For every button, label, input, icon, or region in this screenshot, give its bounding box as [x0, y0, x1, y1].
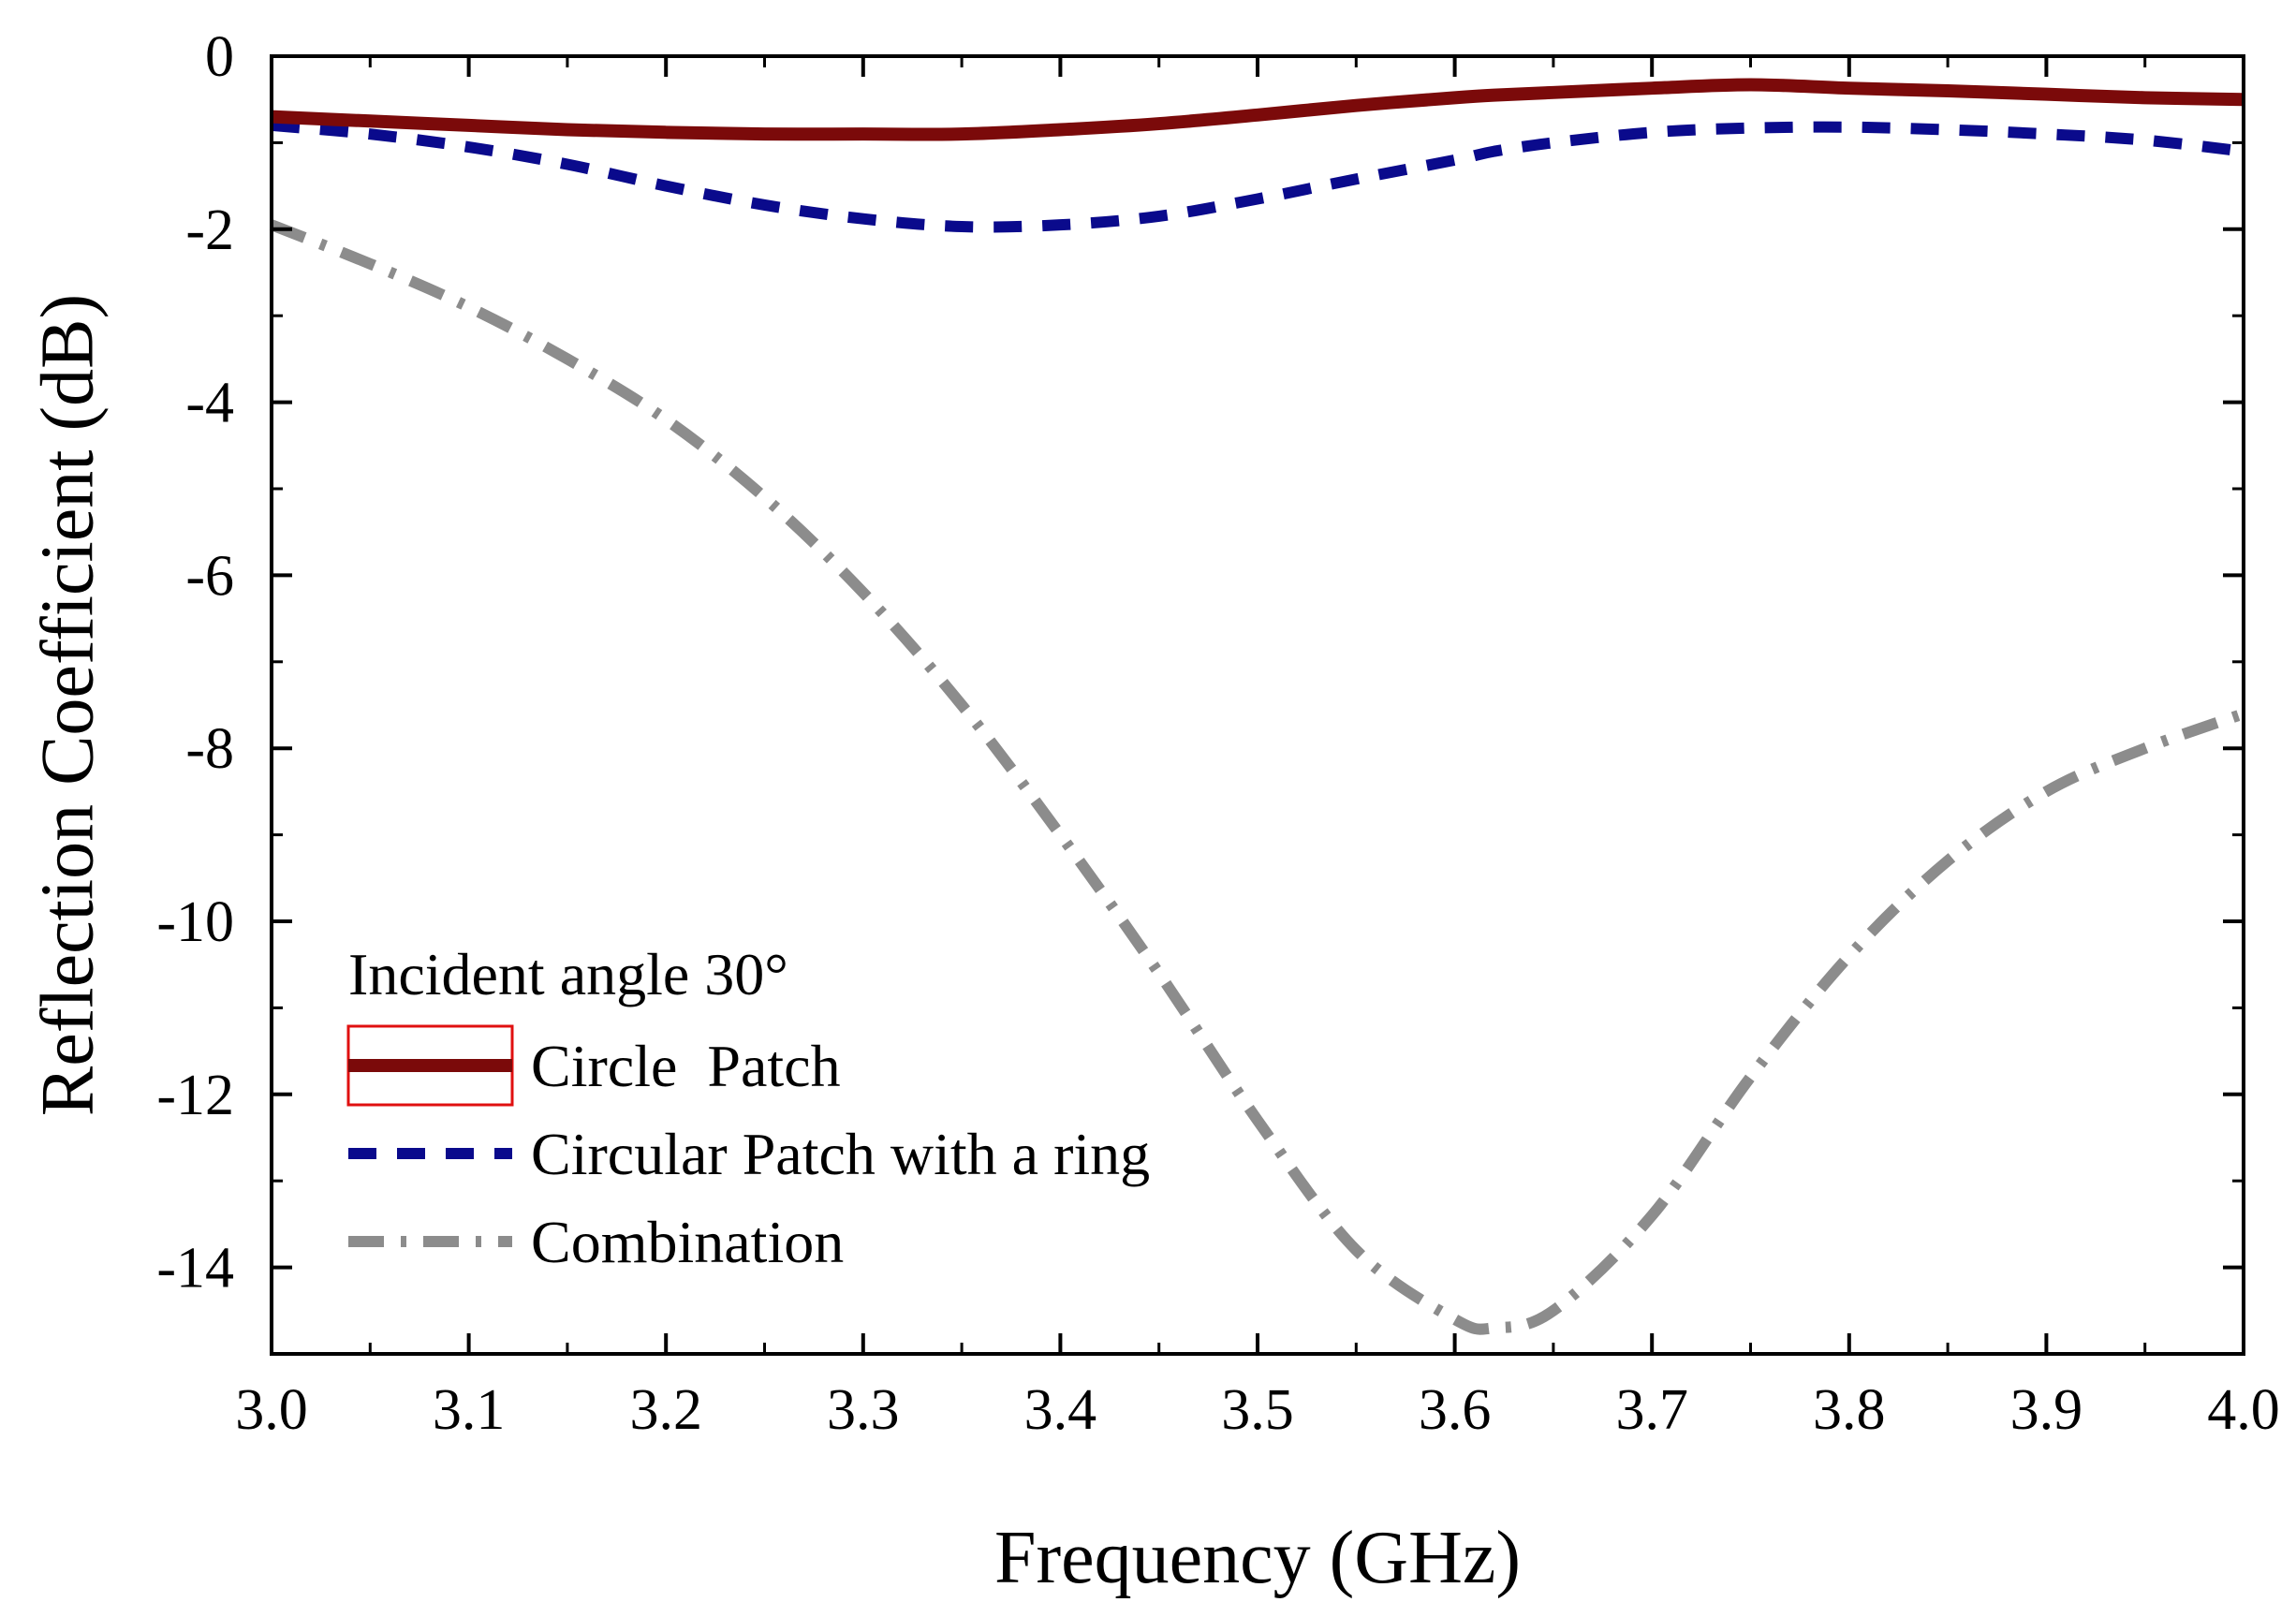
- legend: Incident angle 30° Circle Patch Circular…: [346, 941, 1150, 1275]
- legend-label-combination: Combination: [531, 1209, 844, 1275]
- ticks-layer: 3.0 3.1 3.2 3.3 3.4 3.5 3.6 3.7 3.8 3.9 4.0 0 -2 -4 -6…: [156, 25, 2279, 1442]
- x-tick-label: 3.6: [1419, 1378, 1492, 1442]
- x-tick-label: 3.7: [1615, 1378, 1688, 1442]
- x-tick-label: 3.3: [827, 1378, 900, 1442]
- y-tick-label: -14: [156, 1237, 234, 1301]
- y-tick-label: -10: [156, 890, 234, 954]
- x-tick-label: 3.5: [1221, 1378, 1294, 1442]
- series-layer: [269, 78, 2245, 1335]
- y-axis-title: Reflection Coefficient (dB): [26, 294, 109, 1116]
- y-tick-label: 0: [205, 25, 234, 89]
- x-tick-label: 3.1: [433, 1378, 506, 1442]
- x-axis-title: Frequency (GHz): [994, 1517, 1521, 1599]
- x-tick-label: 4.0: [2207, 1378, 2280, 1442]
- x-tick-label: 3.4: [1024, 1378, 1097, 1442]
- x-tick-label: 3.9: [2010, 1378, 2083, 1442]
- legend-label-circle-patch: Circle Patch: [531, 1033, 841, 1099]
- x-tick-label: 3.2: [629, 1378, 702, 1442]
- series-line-circular-patch-with-a-ring: [271, 119, 2244, 233]
- legend-title: Incident angle 30°: [348, 941, 788, 1007]
- series-line-circle-patch: [271, 78, 2244, 141]
- y-tick-label: -8: [185, 717, 234, 781]
- series-line-combination: [269, 219, 2245, 1335]
- legend-label-circular-patch-ring: Circular Patch with a ring: [531, 1121, 1150, 1187]
- x-tick-label: 3.8: [1813, 1378, 1886, 1442]
- x-tick-label: 3.0: [235, 1378, 308, 1442]
- y-tick-label: -2: [185, 198, 234, 262]
- y-tick-label: -4: [185, 372, 234, 435]
- y-tick-label: -12: [156, 1064, 234, 1127]
- y-tick-label: -6: [185, 544, 234, 608]
